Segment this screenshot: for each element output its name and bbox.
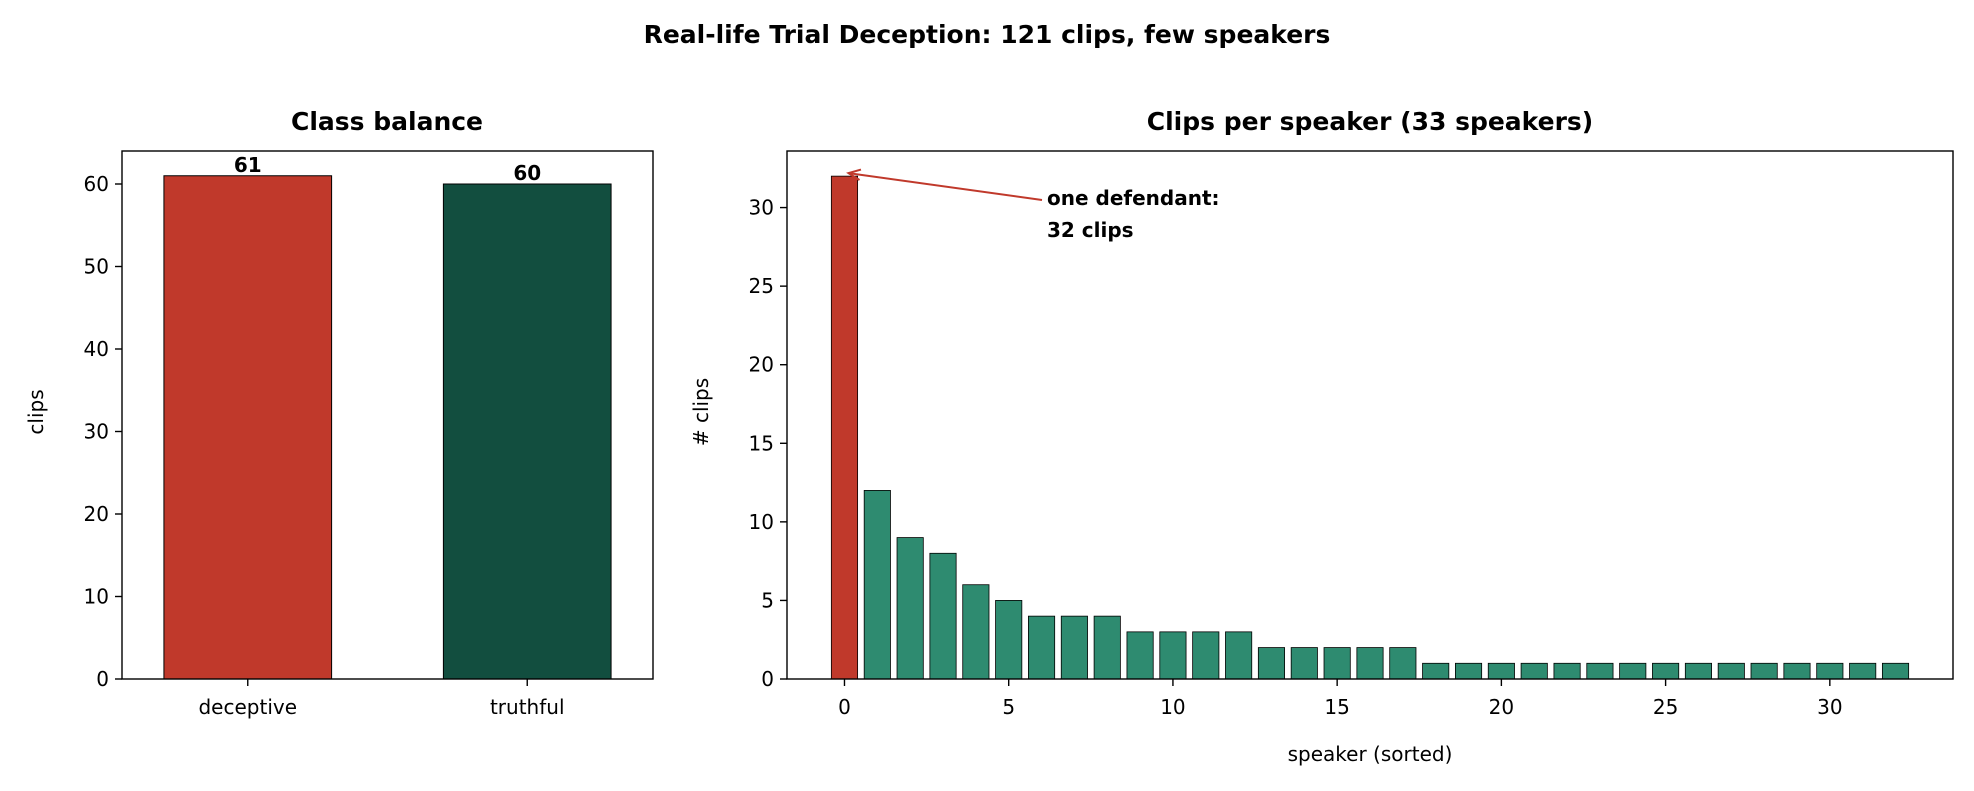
speaker-bar-15: [1323, 647, 1351, 680]
x-tick-label-truthful: truthful: [490, 695, 565, 719]
clips-per-speaker-ylabel: # clips: [689, 378, 713, 446]
speaker-bar-5: [995, 600, 1023, 680]
y-tick-label: 20: [84, 502, 109, 526]
speaker-bar-12: [1225, 631, 1253, 680]
speaker-bar-24: [1619, 662, 1647, 680]
clips-per-speaker-chart: Clips per speaker (33 speakers) # clips …: [689, 107, 1954, 766]
clips-per-speaker-axes-frame: [786, 150, 1954, 680]
speaker-bar-30: [1816, 662, 1844, 680]
y-tick-label: 30: [84, 420, 109, 444]
speaker-bar-16: [1356, 647, 1384, 680]
x-tick-label: 0: [838, 695, 851, 719]
speaker-bar-29: [1783, 662, 1811, 680]
class-balance-axes-frame: [121, 150, 654, 680]
annotation-text-line-2: 32 clips: [1047, 218, 1134, 242]
speaker-bar-3: [929, 552, 957, 680]
y-tick-label: 20: [749, 353, 774, 377]
speaker-bar-10: [1159, 631, 1187, 680]
speaker-bar-32: [1881, 662, 1910, 680]
y-tick-label: 0: [96, 667, 109, 691]
speaker-bar-14: [1290, 647, 1318, 680]
annotation-text-line-1: one defendant:: [1047, 186, 1220, 210]
annotation-arrow: [848, 172, 1043, 201]
y-tick-label: 5: [761, 588, 774, 612]
y-tick-label: 10: [84, 585, 109, 609]
data-label-truthful: 60: [513, 161, 541, 185]
speaker-bar-19: [1454, 662, 1483, 680]
speaker-bar-1: [863, 490, 891, 680]
speaker-bar-9: [1126, 631, 1154, 680]
clips-per-speaker-xlabel: speaker (sorted): [1288, 742, 1453, 766]
x-tick-label: 30: [1817, 695, 1842, 719]
x-tick-label-deceptive: deceptive: [198, 695, 297, 719]
y-tick-label: 10: [749, 510, 774, 534]
speaker-bar-22: [1553, 662, 1581, 680]
speaker-bar-4: [962, 584, 990, 680]
y-tick-label: 30: [749, 196, 774, 220]
speaker-bar-18: [1422, 662, 1450, 680]
figure-suptitle: Real-life Trial Deception: 121 clips, fe…: [644, 20, 1331, 49]
speaker-bar-26: [1684, 662, 1712, 680]
speaker-bar-28: [1750, 662, 1778, 680]
speaker-bar-6: [1028, 615, 1056, 680]
x-tick-label: 15: [1324, 695, 1349, 719]
speaker-bar-21: [1520, 662, 1548, 680]
y-tick-label: 15: [749, 431, 774, 455]
speaker-bar-20: [1487, 662, 1515, 680]
speaker-bar-0: [830, 175, 859, 680]
class-balance-ylabel: clips: [24, 389, 48, 434]
speaker-bar-2: [896, 537, 924, 680]
speaker-bar-31: [1849, 662, 1877, 680]
speaker-bar-13: [1257, 647, 1286, 680]
x-tick-label: 25: [1653, 695, 1678, 719]
annotation: one defendant: 32 clips: [846, 168, 1220, 242]
speaker-bar-27: [1717, 662, 1745, 680]
speaker-bar-17: [1389, 647, 1417, 680]
data-label-deceptive: 61: [234, 153, 262, 177]
class-bar-truthful: [442, 183, 612, 680]
y-tick-label: 50: [84, 255, 109, 279]
speaker-bar-23: [1586, 662, 1614, 680]
annotation-arrowhead: [846, 168, 862, 181]
y-tick-label: 60: [84, 172, 109, 196]
y-tick-label: 25: [749, 274, 774, 298]
speaker-bar-7: [1060, 615, 1088, 680]
y-tick-label: 0: [761, 667, 774, 691]
x-tick-label: 10: [1160, 695, 1185, 719]
speaker-bar-25: [1652, 662, 1680, 680]
class-balance-title: Class balance: [291, 107, 483, 136]
class-bar-deceptive: [163, 175, 333, 680]
class-balance-chart: Class balance clips 61 deceptive 60 truthfu…: [24, 107, 654, 719]
x-tick-label: 5: [1002, 695, 1015, 719]
clips-per-speaker-title: Clips per speaker (33 speakers): [1147, 107, 1593, 136]
speaker-bar-11: [1192, 631, 1220, 680]
y-tick-label: 40: [84, 337, 109, 361]
speaker-bar-8: [1093, 615, 1121, 680]
x-tick-label: 20: [1489, 695, 1514, 719]
